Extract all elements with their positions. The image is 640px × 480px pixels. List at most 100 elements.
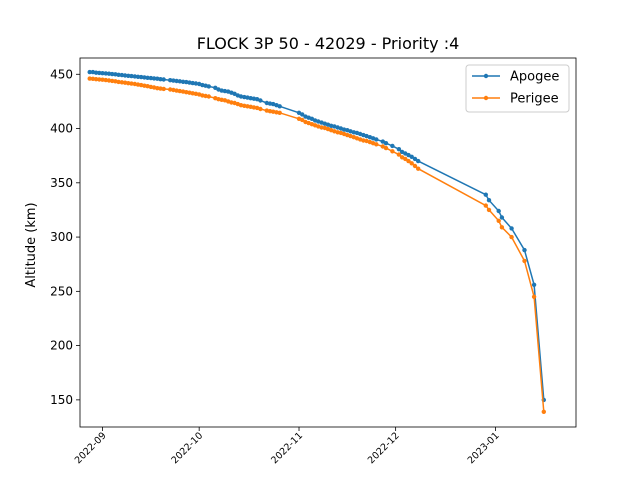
data-point-apogee [412,156,418,162]
data-point-apogee [158,77,163,82]
data-point-apogee [148,75,154,81]
legend-label-apogee: Apogee [510,70,559,85]
data-point-perigee [116,79,121,85]
data-point-apogee [222,88,228,94]
data-point-apogee [254,97,260,102]
data-point-apogee [277,104,282,109]
data-point-apogee [171,78,176,83]
axes-frame [79,57,577,428]
data-point-perigee [390,149,395,154]
data-point-apogee [238,94,244,99]
data-point-apogee [119,72,125,78]
data-point-perigee [110,78,115,84]
data-point-perigee [100,77,105,82]
data-point-apogee [409,154,414,159]
data-point-apogee [374,137,379,142]
data-point-apogee [486,198,492,203]
legend-label-perigee: Perigee [510,92,559,107]
data-point-perigee [103,77,109,83]
data-point-apogee [135,74,141,80]
y-tick-label: 350 [50,176,73,190]
data-point-apogee [145,75,150,81]
legend-marker-perigee [483,95,489,101]
y-tick-label: 250 [50,284,73,298]
y-axis-label: Altitude (km) [24,202,39,287]
data-point-perigee [531,294,537,299]
data-point-apogee [496,208,501,214]
data-point-apogee [106,71,112,76]
data-point-perigee [412,163,418,169]
y-tick-label: 150 [50,393,73,407]
series-layer [87,69,546,414]
data-point-apogee [174,78,179,84]
data-point-apogee [151,76,157,81]
data-point-apogee [396,147,402,152]
data-point-perigee [106,78,112,83]
data-point-apogee [416,158,421,164]
data-point-perigee [406,158,411,164]
data-point-apogee [122,73,128,78]
data-point-perigee [145,84,150,89]
data-point-perigee [364,138,369,144]
data-point-perigee [119,80,125,85]
data-point-apogee [300,112,305,117]
data-point-perigee [277,110,282,116]
data-point-apogee [139,74,144,80]
y-tick-label: 200 [50,339,73,353]
data-point-perigee [486,207,492,213]
data-point-apogee [100,71,105,76]
data-point-perigee [258,106,263,112]
data-point-apogee [383,141,389,146]
data-point-apogee [142,75,147,80]
data-point-apogee [390,143,395,149]
plot-area [80,58,576,427]
data-point-apogee [348,129,353,134]
data-point-perigee [509,234,514,240]
data-point-perigee [126,81,131,86]
data-point-apogee [206,84,211,89]
data-point-apogee [258,98,263,103]
series-apogee [87,69,546,403]
data-point-apogee [132,74,137,79]
data-point-perigee [416,166,421,171]
data-point-perigee [403,156,408,162]
data-point-perigee [496,218,501,223]
data-point-perigee [90,76,96,82]
data-point-perigee [383,145,389,151]
y-tick-label: 300 [50,230,73,244]
data-point-perigee [332,129,337,134]
data-point-apogee [129,73,134,79]
data-point-perigee [161,86,166,92]
data-point-perigee [129,81,134,86]
data-point-apogee [87,69,92,75]
data-point-perigee [87,76,92,81]
data-point-apogee [522,247,527,253]
data-point-perigee [238,103,244,108]
series-perigee [87,76,546,414]
data-point-perigee [541,409,546,414]
data-point-perigee [158,86,163,91]
data-point-perigee [499,225,505,230]
data-point-perigee [409,161,414,166]
data-point-apogee [332,124,337,129]
data-point-apogee [126,73,131,79]
data-point-apogee [168,78,173,83]
data-point-perigee [348,133,353,139]
data-point-apogee [116,72,121,78]
data-point-perigee [374,142,379,147]
data-point-apogee [364,133,369,139]
data-point-apogee [93,70,99,75]
data-point-perigee [396,152,402,157]
y-tick-label: 400 [50,122,73,136]
data-point-perigee [316,124,321,129]
data-point-apogee [531,282,537,287]
data-point-perigee [93,77,99,82]
data-point-apogee [110,71,115,77]
data-point-apogee [316,119,321,124]
data-point-perigee [522,258,527,264]
data-point-apogee [161,77,166,82]
legend-marker-apogee [483,73,489,79]
data-point-apogee [177,79,182,84]
data-point-apogee [509,226,514,231]
